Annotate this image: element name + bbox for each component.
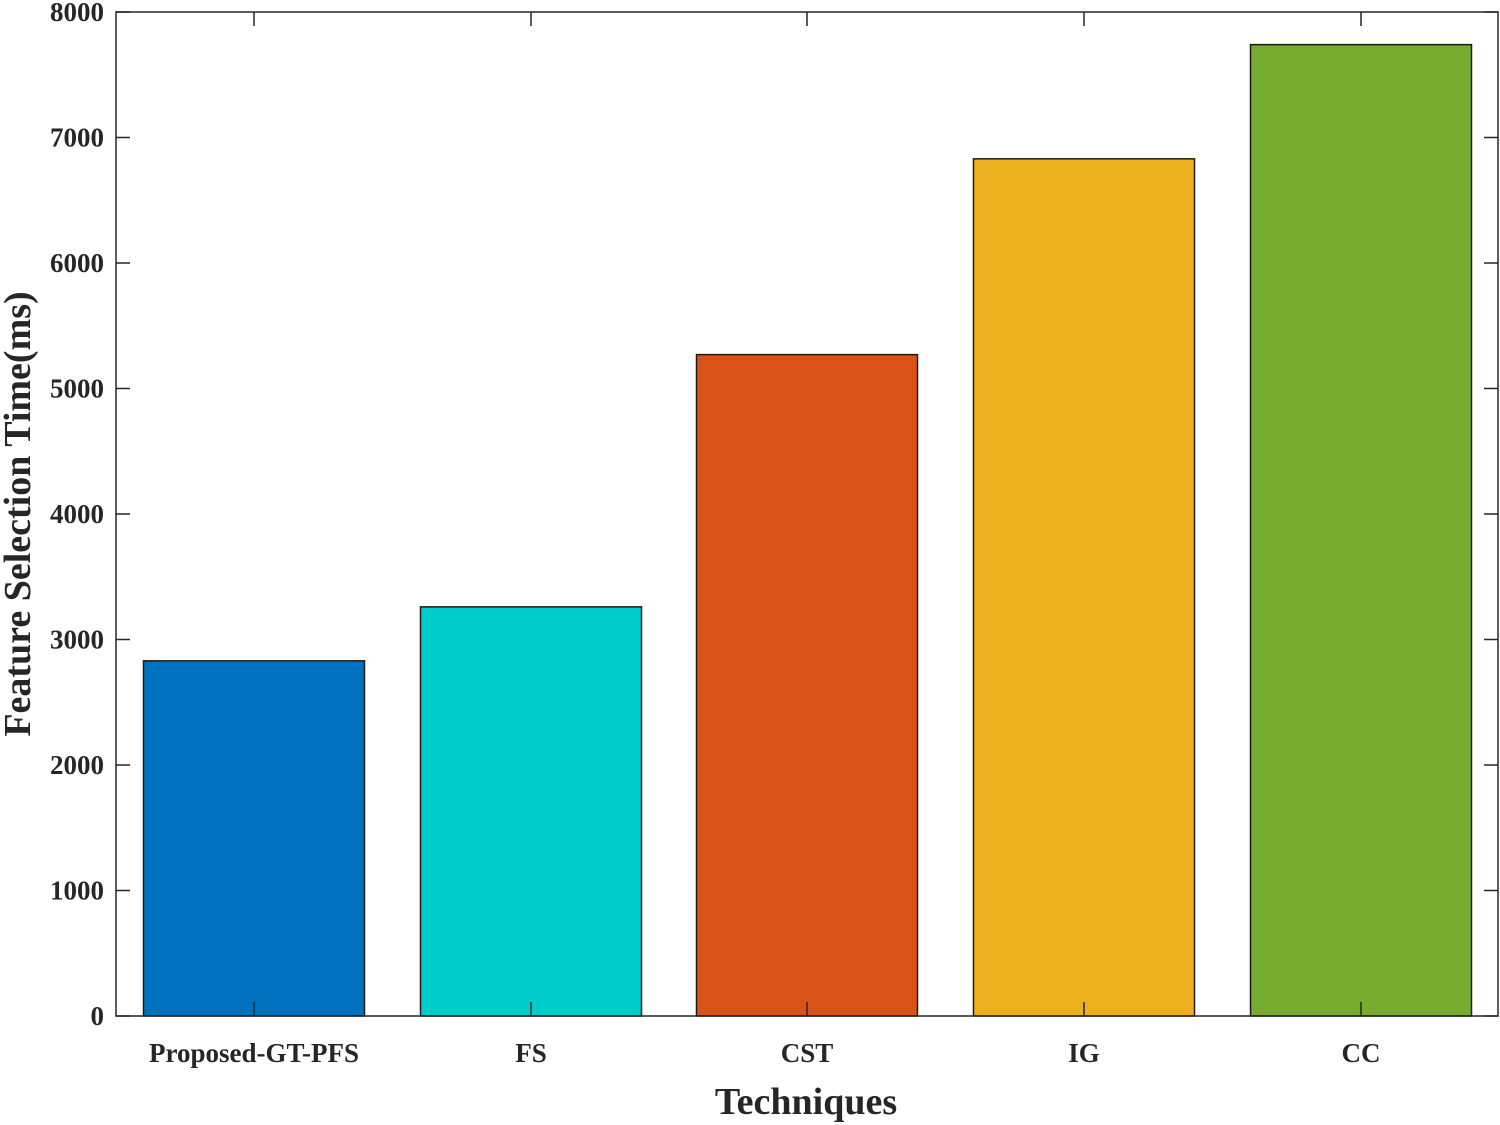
axes-group [115, 11, 1499, 1017]
bar-cc [1249, 43, 1473, 1017]
bars-group [142, 43, 1473, 1017]
y-axis-title: Feature Selection Time(ms) [0, 291, 39, 736]
bar-cst [695, 353, 919, 1017]
labels-group: 0 1000 2000 3000 4000 5000 6000 7000 8000 Propose… [50, 0, 1381, 1068]
x-tick-label: IG [1068, 1038, 1100, 1068]
y-tick-label: 6000 [50, 248, 104, 278]
bar-proposed-gt-pfs [142, 660, 366, 1017]
y-tick-label: 2000 [50, 750, 104, 780]
bar-ig [972, 158, 1196, 1017]
x-axis-title: Techniques [715, 1081, 897, 1123]
y-tick-label: 8000 [50, 0, 104, 27]
bar-fs [419, 606, 643, 1017]
y-tick-label: 3000 [50, 625, 104, 655]
y-tick-label: 1000 [50, 876, 104, 906]
y-tick-label: 5000 [50, 374, 104, 404]
y-tick-label: 7000 [50, 123, 104, 153]
x-tick-label: Proposed-GT-PFS [149, 1038, 359, 1068]
x-tick-label: CST [781, 1038, 834, 1068]
y-tick-label: 0 [91, 1001, 105, 1031]
x-tick-label: CC [1342, 1038, 1381, 1068]
x-tick-label: FS [515, 1038, 547, 1068]
y-tick-label: 4000 [50, 499, 104, 529]
